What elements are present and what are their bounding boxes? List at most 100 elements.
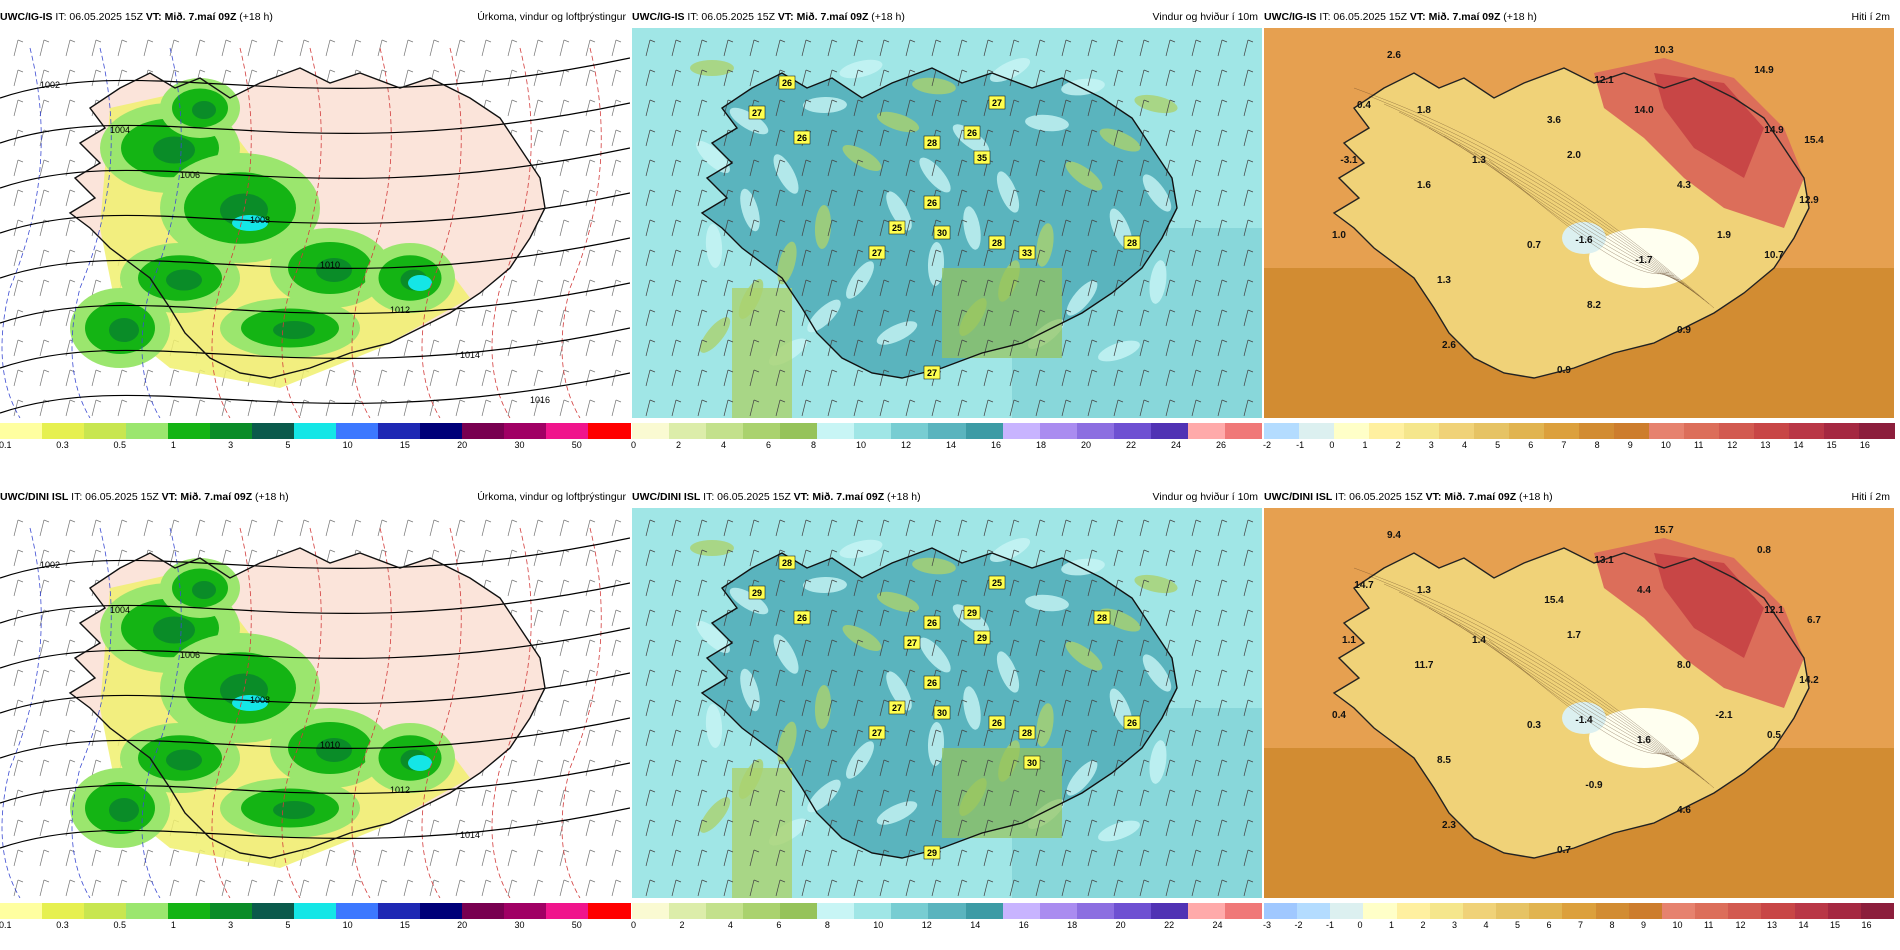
svg-text:27: 27	[927, 368, 937, 378]
wind-barb	[827, 669, 838, 687]
colorbar-swatch	[1614, 423, 1650, 439]
wind-barb	[775, 369, 786, 387]
wind-barb	[91, 519, 102, 537]
wind-barb	[221, 399, 232, 417]
wind-barb	[91, 69, 102, 87]
wind-barb	[143, 39, 154, 57]
temperature-label: 1.1	[1342, 635, 1356, 646]
wind-barb	[775, 879, 786, 897]
wind-barb	[775, 669, 786, 687]
wind-barb	[351, 399, 362, 417]
wind-speed-patch	[1065, 161, 1103, 191]
wind-barb	[65, 399, 76, 417]
wind-barb	[533, 39, 544, 57]
wind-barb	[585, 699, 596, 717]
wind-barb	[507, 849, 518, 867]
wind-barb	[533, 879, 544, 897]
wind-barb	[1165, 609, 1176, 627]
wind-barb	[117, 369, 128, 387]
wind-barb	[169, 39, 180, 57]
wind-barb	[827, 819, 838, 837]
wind-barb	[1191, 279, 1202, 297]
colorbar-tick-label: 15	[1826, 440, 1837, 450]
colorbar-tick-label: 2	[676, 440, 682, 450]
wind-barb	[1113, 729, 1124, 747]
wind-barb	[169, 399, 180, 417]
colorbar-swatch	[336, 423, 379, 439]
wind-barb	[1035, 249, 1046, 267]
colorbar-swatch	[126, 423, 169, 439]
colorbar-tick-label: 8	[1609, 920, 1615, 930]
wind-barb	[853, 519, 864, 537]
wind-barb	[957, 669, 968, 687]
colorbar-swatch	[965, 423, 1004, 439]
wind-barb	[1009, 99, 1020, 117]
temperature-label: 14.0	[1634, 105, 1654, 116]
colorbar-swatch	[1544, 423, 1580, 439]
wind-barb	[533, 549, 544, 567]
wind-barb	[957, 189, 968, 207]
wind-barb	[1139, 819, 1150, 837]
temperature-label: 15.4	[1804, 135, 1824, 146]
wind-barb	[1165, 39, 1176, 57]
wind-barb	[559, 129, 570, 147]
wind-barb	[585, 279, 596, 297]
colorbar-tick-label: 3	[228, 920, 234, 930]
wind-barb	[1061, 819, 1072, 837]
wind-barb	[775, 639, 786, 657]
wind-barb	[645, 549, 656, 567]
wind-barb	[1113, 399, 1124, 417]
wind-barb	[39, 759, 50, 777]
wind-barb	[983, 789, 994, 807]
colorbar-swatch	[1039, 423, 1078, 439]
panel-init-time: IT: 06.05.2025 15Z	[703, 491, 791, 503]
wind-barb	[1139, 519, 1150, 537]
wind-barb	[723, 309, 734, 327]
wind-barb	[723, 549, 734, 567]
cold-region	[1589, 708, 1699, 768]
wind-barb	[481, 549, 492, 567]
wind-barb	[775, 729, 786, 747]
colorbar-swatch	[1827, 903, 1862, 919]
wind-barb	[645, 39, 656, 57]
wind-barb	[697, 339, 708, 357]
wind-barb	[879, 609, 890, 627]
wind-barb	[1217, 249, 1228, 267]
wind-barb	[1061, 129, 1072, 147]
wind-barb	[801, 849, 812, 867]
colorbar-tick-label: 0.1	[0, 920, 12, 930]
isobar-label: 1002	[40, 80, 60, 90]
wind-barb	[65, 699, 76, 717]
wind-barb	[879, 219, 890, 237]
temperature-label: 9.4	[1387, 530, 1401, 541]
wind-barb	[13, 579, 24, 597]
panel-lead-time: (+18 h)	[887, 491, 921, 503]
wind-barb	[481, 309, 492, 327]
wind-speed-patch	[912, 557, 956, 575]
panel-vt-label: VT:	[1425, 491, 1442, 503]
wind-barb	[983, 39, 994, 57]
colorbar-swatch	[854, 423, 892, 439]
colorbar: 0.1 0.3 0.5 1 3 5 10 15 20 30 50	[0, 423, 631, 453]
panel-header: UWC/IG-IS IT: 06.05.2025 15Z VT: Mið. 7.…	[0, 8, 630, 26]
wind-barb	[611, 249, 622, 267]
map-canvas: 26 27 26 28 26 27 35 26 25 30 27 28 33 28 27	[632, 28, 1262, 418]
wind-barb	[611, 849, 622, 867]
wind-barb	[723, 249, 734, 267]
wind-barb	[533, 279, 544, 297]
panel-init-time: IT: 06.05.2025 15Z	[71, 491, 159, 503]
wind-barb	[1191, 129, 1202, 147]
wind-barb	[1139, 849, 1150, 867]
wind-speed-patch	[912, 77, 956, 95]
wind-speed-patch	[1098, 820, 1140, 842]
wind-barb	[1243, 399, 1254, 417]
colorbar-tick-label: 10	[873, 920, 884, 930]
wind-barb	[1217, 219, 1228, 237]
temperature-contour	[281, 47, 322, 418]
wind-speed-patch	[886, 671, 912, 711]
wind-barb	[1243, 879, 1254, 897]
wind-barb	[905, 39, 916, 57]
wind-barb	[1087, 639, 1098, 657]
temperature-label: 14.7	[1354, 580, 1374, 591]
wind-barb	[1243, 369, 1254, 387]
